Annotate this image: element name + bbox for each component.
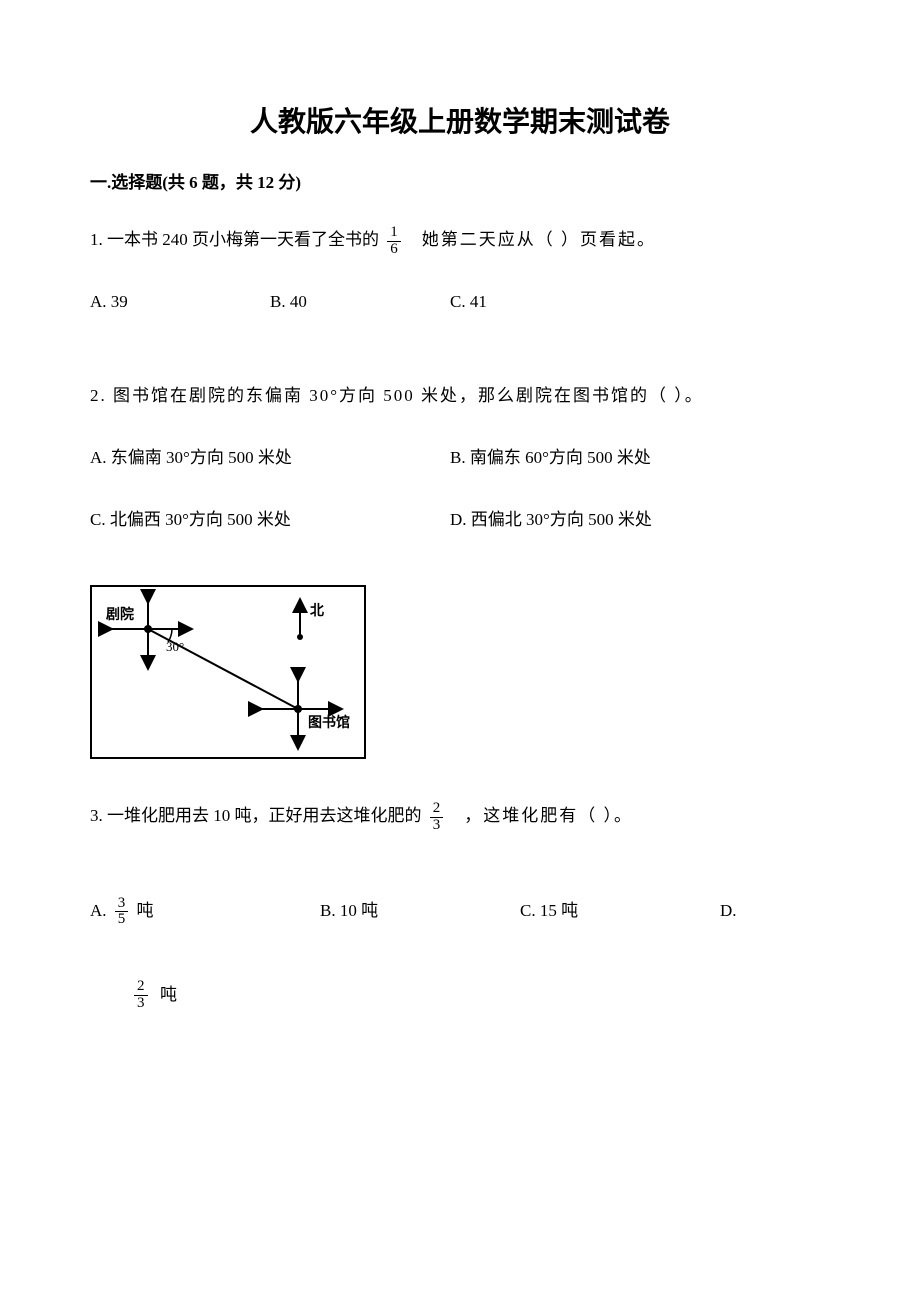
q1-opt-b[interactable]: B. 40 — [270, 285, 450, 319]
q3-frac-den: 3 — [430, 818, 444, 834]
q1-stem: 1. 一本书 240 页小梅第一天看了全书的 1 6 她第二天应从（ ）页看起。 — [90, 223, 830, 257]
q2-opt-a[interactable]: A. 东偏南 30°方向 500 米处 — [90, 441, 450, 475]
q1-stem-a: 1. 一本书 240 页小梅第一天看了全书的 — [90, 230, 379, 249]
exam-page: 人教版六年级上册数学期末测试卷 一.选择题(共 6 题，共 12 分) 1. 一… — [0, 0, 920, 1302]
q3-opt-d-post: 吨 — [160, 978, 177, 1012]
q3-a-num: 3 — [115, 896, 129, 913]
question-3: 3. 一堆化肥用去 10 吨，正好用去这堆化肥的 2 3 ，这堆化肥有（ ）。 … — [90, 799, 830, 1012]
q1-opt-c[interactable]: C. 41 — [450, 285, 630, 319]
q1-frac-den: 6 — [387, 242, 401, 258]
q2-options-row2: C. 北偏西 30°方向 500 米处 D. 西偏北 30°方向 500 米处 — [90, 503, 830, 565]
question-2: 2. 图书馆在剧院的东偏南 30°方向 500 米处，那么剧院在图书馆的（ ）。… — [90, 379, 830, 759]
q3-opt-a[interactable]: A. 3 5 吨 — [90, 894, 320, 928]
q2-opt-d[interactable]: D. 西偏北 30°方向 500 米处 — [450, 503, 810, 537]
label-theater: 剧院 — [106, 606, 134, 623]
q3-d-num: 2 — [134, 979, 148, 996]
q2-diagram: 剧院 30° 北 图书馆 — [90, 585, 366, 759]
section-heading: 一.选择题(共 6 题，共 12 分) — [90, 168, 830, 193]
label-library: 图书馆 — [308, 714, 350, 731]
q1-options: A. 39 B. 40 C. 41 — [90, 285, 830, 347]
q3-stem: 3. 一堆化肥用去 10 吨，正好用去这堆化肥的 2 3 ，这堆化肥有（ ）。 — [90, 799, 830, 833]
label-angle: 30° — [166, 639, 184, 654]
q3-options: A. 3 5 吨 B. 10 吨 C. 15 吨 D. — [90, 894, 830, 928]
q1-opt-a[interactable]: A. 39 — [90, 285, 270, 319]
q3-opt-b[interactable]: B. 10 吨 — [320, 894, 520, 928]
q3-opt-a-pre: A. — [90, 901, 111, 920]
q2-opt-b[interactable]: B. 南偏东 60°方向 500 米处 — [450, 441, 810, 475]
q3-stem-b: ，这堆化肥有（ ）。 — [464, 806, 633, 825]
q2-options-row1: A. 东偏南 30°方向 500 米处 B. 南偏东 60°方向 500 米处 — [90, 441, 830, 503]
q3-opt-a-frac: 3 5 — [115, 896, 129, 929]
q2-opt-c[interactable]: C. 北偏西 30°方向 500 米处 — [90, 503, 450, 537]
question-1: 1. 一本书 240 页小梅第一天看了全书的 1 6 她第二天应从（ ）页看起。… — [90, 223, 830, 347]
q3-a-den: 5 — [115, 912, 129, 928]
q2-diagram-svg: 剧院 30° 北 图书馆 — [92, 587, 364, 757]
q3-opt-d-value[interactable]: 2 3 吨 — [130, 978, 830, 1012]
q1-fraction: 1 6 — [387, 225, 401, 258]
q3-fraction: 2 3 — [430, 801, 444, 834]
label-north: 北 — [310, 603, 324, 619]
q3-stem-a: 3. 一堆化肥用去 10 吨，正好用去这堆化肥的 — [90, 806, 422, 825]
page-title: 人教版六年级上册数学期末测试卷 — [90, 100, 830, 140]
q2-stem: 2. 图书馆在剧院的东偏南 30°方向 500 米处，那么剧院在图书馆的（ ）。 — [90, 379, 830, 413]
q3-opt-d[interactable]: D. — [720, 894, 760, 928]
q1-stem-b: 她第二天应从（ ）页看起。 — [422, 230, 656, 249]
q3-d-den: 3 — [134, 996, 148, 1012]
q1-frac-num: 1 — [387, 225, 401, 242]
q3-opt-d-frac: 2 3 — [134, 979, 148, 1012]
q3-opt-a-post: 吨 — [137, 901, 154, 920]
q3-opt-c[interactable]: C. 15 吨 — [520, 894, 720, 928]
q3-frac-num: 2 — [430, 801, 444, 818]
